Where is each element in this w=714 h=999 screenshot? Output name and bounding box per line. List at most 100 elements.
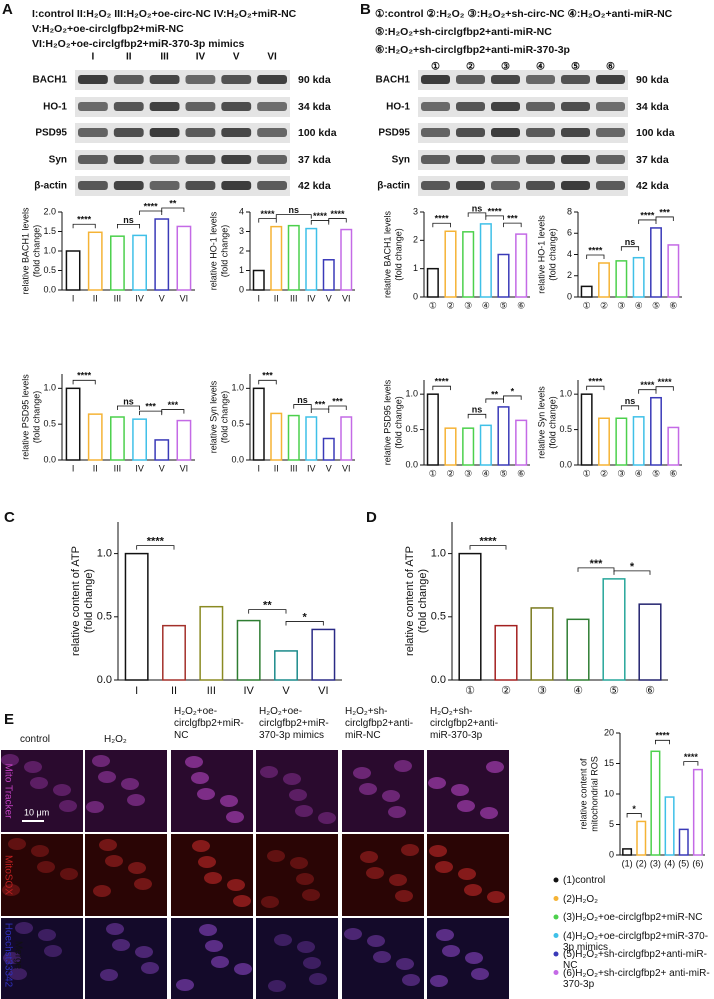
x-tick-label: ④: [573, 685, 583, 697]
cell: [53, 784, 71, 796]
cell: [297, 941, 315, 953]
y-axis-label: relative BACH1 levels: [20, 207, 30, 295]
x-tick-label: IV: [135, 463, 144, 473]
cell: [3, 952, 21, 964]
panel-letter: B: [360, 1, 371, 18]
cell: [185, 756, 203, 768]
y-axis-label: (fold change): [83, 569, 95, 633]
size-label: 34 kda: [298, 101, 331, 113]
x-tick-label: III: [207, 685, 216, 697]
cell: [471, 968, 489, 980]
y-axis-label: (fold change): [31, 225, 41, 278]
panel-letter: A: [2, 1, 13, 18]
micrograph: [256, 834, 338, 916]
blot-band: [596, 75, 625, 84]
significance-bracket: [117, 224, 140, 229]
cell: [205, 940, 223, 952]
cell: [394, 760, 412, 772]
y-tick-label: 1.0: [43, 245, 56, 255]
bar: [632, 416, 645, 466]
cell: [309, 973, 327, 985]
row-label: Merge: [12, 941, 23, 970]
y-tick-label: 0.0: [231, 454, 244, 464]
blot-band: [456, 181, 485, 190]
x-tick-label: III: [114, 293, 122, 303]
size-label: 42 kda: [636, 180, 669, 192]
blot-band: [491, 128, 520, 137]
cell: [290, 857, 308, 869]
x-tick-label: I: [257, 293, 260, 303]
bar: [154, 218, 170, 291]
cell: [401, 844, 419, 856]
significance-bracket: [503, 395, 522, 400]
x-tick-label: ④: [482, 300, 490, 310]
bar: [176, 419, 192, 461]
blot-band: [221, 155, 252, 164]
significance-bracket: [258, 218, 277, 223]
cell: [318, 812, 336, 824]
significance-label: ****: [313, 211, 328, 221]
y-tick-label: 0: [609, 849, 614, 859]
bar: [154, 439, 170, 461]
cell: [86, 801, 104, 813]
significance-bracket: [432, 222, 451, 228]
y-tick-label: 5: [609, 819, 614, 829]
micrograph: [256, 750, 338, 832]
cell: [197, 788, 215, 800]
bar: [444, 427, 457, 466]
bar: [305, 416, 318, 461]
significance-label: ****: [588, 377, 603, 387]
significance-label: ***: [262, 371, 273, 381]
protein-label: BACH1: [376, 75, 411, 86]
x-tick-label: I: [72, 463, 75, 473]
x-tick-label: IV: [135, 293, 144, 303]
cell: [367, 935, 385, 947]
bar: [444, 230, 457, 298]
size-label: 37 kda: [636, 154, 669, 166]
significance-bracket: [117, 405, 140, 410]
blot-band: [456, 75, 485, 84]
blot-band: [257, 75, 287, 84]
cell: [261, 896, 279, 908]
bar: [462, 427, 475, 466]
cell: [2, 884, 20, 896]
significance-bracket: [161, 409, 185, 414]
bar: [236, 619, 261, 681]
column-header: control: [20, 734, 51, 745]
y-tick-label: 0.0: [559, 459, 572, 469]
micrograph: [85, 834, 167, 916]
x-tick-label: V: [159, 463, 165, 473]
y-tick-label: 0.5: [405, 424, 418, 434]
legend-entry: (3)H₂O₂+oe-circlgfbp2+miR-NC: [563, 912, 703, 923]
blot-band: [561, 128, 590, 137]
x-tick-label: ⑤: [609, 685, 619, 697]
blot-band: [257, 102, 287, 111]
y-tick-label: 1.0: [559, 389, 572, 399]
blot-band: [526, 155, 555, 164]
bar: [515, 233, 528, 298]
legend-line: ①:control ②:H₂O₂ ③:H₂O₂+sh-circ-NC ④:H₂O…: [375, 8, 673, 20]
bar: [497, 406, 510, 466]
size-label: 90 kda: [298, 74, 331, 86]
column-header: H₂O₂+sh-circlgfbp2+anti-miR-NC: [345, 706, 414, 741]
x-tick-label: ①: [465, 685, 475, 697]
panel-letter: E: [4, 711, 14, 728]
bar: [132, 418, 147, 461]
lane-label: ②: [466, 62, 475, 73]
significance-label: ***: [168, 400, 179, 410]
significance-label: **: [491, 389, 499, 399]
y-tick-label: 1.0: [231, 383, 244, 393]
y-axis-label: (fold change): [547, 228, 557, 281]
size-label: 37 kda: [298, 154, 331, 166]
blot-band: [221, 128, 252, 137]
cell: [465, 952, 483, 964]
significance-bracket: [503, 222, 522, 228]
cell: [30, 777, 48, 789]
cell: [98, 771, 116, 783]
blot-band: [149, 181, 180, 190]
bar: [678, 828, 689, 856]
y-tick-label: 1.0: [431, 548, 446, 560]
blot-band: [78, 102, 108, 111]
significance-label: *: [303, 611, 308, 623]
y-tick-label: 0.5: [97, 611, 112, 623]
